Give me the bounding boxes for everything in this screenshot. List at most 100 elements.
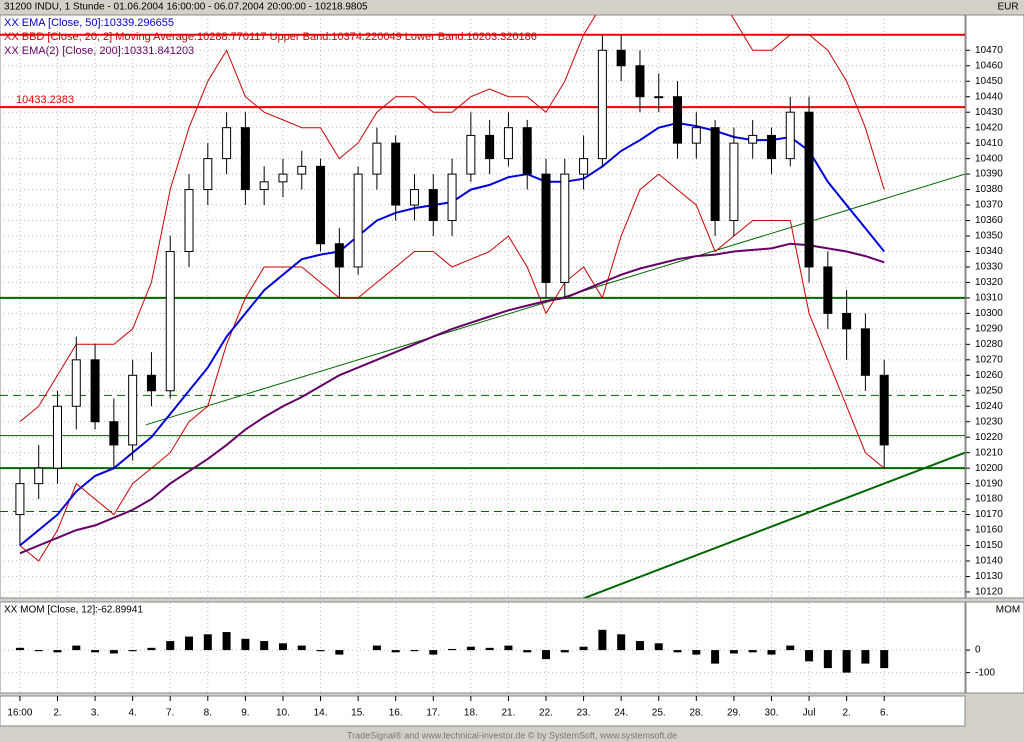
- candle-body: [466, 134, 476, 175]
- candle-body: [635, 65, 645, 98]
- y-tick-label: 10160: [975, 525, 1003, 536]
- candle-body: [391, 142, 401, 206]
- mom-bar: [34, 650, 43, 652]
- y-tick-label: 10120: [975, 587, 1003, 598]
- y-tick-label: 0: [975, 645, 981, 656]
- candle-body: [729, 142, 739, 222]
- mom-bar: [203, 634, 212, 651]
- y-tick-label: 10380: [975, 184, 1003, 195]
- candle-body: [222, 127, 232, 160]
- candle-body: [766, 134, 776, 160]
- candle-body: [259, 181, 269, 191]
- x-tick-label: 23.: [577, 708, 591, 719]
- candle-body: [541, 173, 551, 283]
- y-tick-label: 10270: [975, 354, 1003, 365]
- candle-body: [34, 467, 44, 485]
- y-tick-label: 10430: [975, 107, 1003, 118]
- mom-bar: [823, 650, 832, 669]
- x-tick-label: 2.: [53, 708, 61, 719]
- mom-bar: [579, 646, 588, 651]
- mom-plot: [0, 603, 965, 692]
- currency: EUR: [997, 2, 1018, 13]
- x-tick-label: 18.: [464, 708, 478, 719]
- candle-body: [522, 127, 532, 175]
- candle-body: [15, 483, 25, 516]
- y-tick-label: 10200: [975, 463, 1003, 474]
- x-tick-label: 3.: [91, 708, 99, 719]
- candle-body: [785, 111, 795, 160]
- x-tick-label: 8.: [204, 708, 212, 719]
- price-plot: 10433.2383: [0, 15, 965, 598]
- mom-bar: [222, 632, 231, 651]
- y-tick-label: 10260: [975, 370, 1003, 381]
- mom-bar: [53, 650, 62, 653]
- candle-body: [297, 165, 307, 175]
- level-label: 10433.2383: [16, 94, 74, 106]
- y-tick-label: 10410: [975, 138, 1003, 149]
- candle-body: [165, 250, 175, 392]
- x-tick-label: 9.: [241, 708, 249, 719]
- x-tick-label: 2.: [842, 708, 850, 719]
- footer: TradeSignal® and www.technical-investor.…: [347, 730, 677, 740]
- mom-bar: [91, 650, 100, 653]
- mom-bar: [278, 643, 287, 651]
- x-tick-label: 30.: [765, 708, 779, 719]
- candle-body: [71, 359, 81, 407]
- legend-entry: XX EMA [Close, 50]:10339.296655: [4, 17, 174, 29]
- mom-bar: [109, 650, 118, 654]
- y-tick-label: 10360: [975, 215, 1003, 226]
- x-tick-label: 4.: [128, 708, 136, 719]
- y-tick-label: 10180: [975, 494, 1003, 505]
- mom-bar: [711, 650, 720, 664]
- candle-body: [597, 49, 607, 160]
- x-tick-label: 24.: [614, 708, 628, 719]
- price-panel: [0, 14, 966, 599]
- candle-body: [372, 142, 382, 175]
- candle-body: [485, 134, 495, 160]
- y-tick-label: 10450: [975, 76, 1003, 87]
- chart-title: 31200 INDU, 1 Stunde - 01.06.2004 16:00:…: [4, 2, 368, 13]
- mom-bar: [72, 645, 81, 651]
- candle-body: [109, 421, 119, 446]
- indicator-line: [19, 173, 885, 562]
- y-tick-label: 10210: [975, 447, 1003, 458]
- y-tick-label: -100: [975, 667, 995, 678]
- indicator-line: [19, 242, 885, 555]
- mom-bar: [748, 650, 757, 653]
- mom-bar: [260, 641, 269, 651]
- x-tick-label: 16.: [389, 708, 403, 719]
- mom-bar: [861, 650, 870, 664]
- legend-entry: XX BBD [Close, 20, 2] Moving Average:102…: [4, 31, 537, 43]
- y-tick-label: 10390: [975, 169, 1003, 180]
- candle-body: [560, 173, 570, 283]
- x-tick-label: 16:00: [7, 708, 32, 719]
- mom-bar: [147, 647, 156, 651]
- mom-bar: [297, 645, 306, 651]
- mom-bar: [767, 650, 776, 655]
- indicator-line: [19, 15, 885, 423]
- legend-entry: XX EMA(2) [Close, 200]:10331.841203: [4, 45, 194, 57]
- candle-body: [203, 158, 213, 191]
- mom-bar: [466, 646, 475, 651]
- y-tick-label: 10330: [975, 262, 1003, 273]
- y-tick-label: 10460: [975, 60, 1003, 71]
- candle-body: [823, 266, 833, 314]
- y-tick-label: 10190: [975, 478, 1003, 489]
- x-tick-label: 29.: [727, 708, 741, 719]
- y-tick-label: 10310: [975, 293, 1003, 304]
- mom-bar: [391, 650, 400, 653]
- x-tick-label: 28.: [689, 708, 703, 719]
- candle-body: [128, 374, 138, 446]
- x-tick-label: 17.: [426, 708, 440, 719]
- y-tick-label: 10340: [975, 246, 1003, 257]
- candle-body: [616, 49, 626, 67]
- candle-body: [673, 96, 683, 144]
- mom-bar: [786, 645, 795, 651]
- y-tick-label: 10140: [975, 556, 1003, 567]
- mom-bar: [523, 650, 532, 653]
- candle-body: [691, 127, 701, 144]
- mom-bar: [673, 650, 682, 653]
- price-axis: [965, 14, 1024, 599]
- x-tick-label: Jul: [803, 708, 816, 719]
- mom-bar: [429, 650, 438, 655]
